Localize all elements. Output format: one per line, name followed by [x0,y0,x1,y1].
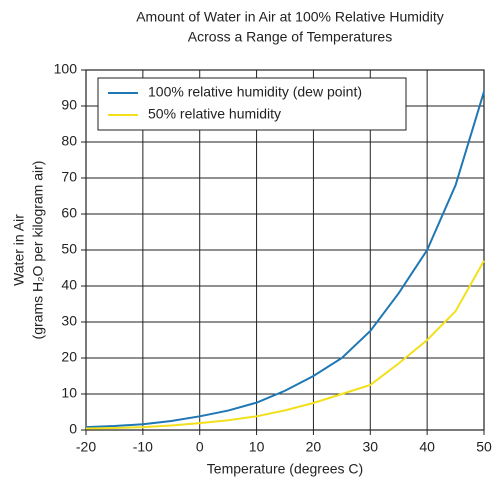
y-tick-label: 60 [61,205,77,221]
chart-title: Amount of Water in Air at 100% Relative … [136,9,444,25]
y-axis-label: Water in Air [11,214,27,286]
y-tick-label: 20 [61,349,77,365]
x-tick-label: 30 [362,439,378,455]
x-tick-label: 20 [306,439,322,455]
y-tick-label: 80 [61,133,77,149]
x-tick-label: -20 [76,439,96,455]
legend-label: 50% relative humidity [148,106,281,122]
y-tick-label: 90 [61,97,77,113]
y-tick-label: 50 [61,241,77,257]
chart-title: Across a Range of Temperatures [188,29,392,45]
x-tick-label: 10 [249,439,265,455]
data-line [85,260,485,430]
x-tick-label: 50 [476,439,492,455]
y-axis-label: (grams H₂O per kilogram air) [30,161,46,340]
x-tick-label: -10 [133,439,153,455]
legend-label: 100% relative humidity (dew point) [148,84,362,100]
y-tick-label: 70 [61,169,77,185]
x-tick-label: 0 [196,439,204,455]
y-tick-label: 0 [69,421,77,437]
y-tick-label: 30 [61,313,77,329]
x-tick-label: 40 [419,439,435,455]
y-tick-label: 100 [54,61,78,77]
legend-box [97,77,407,131]
plot-frame [85,69,485,431]
data-line [85,91,485,429]
y-tick-label: 40 [61,277,77,293]
y-tick-label: 10 [61,385,77,401]
x-axis-label: Temperature (degrees C) [207,461,363,477]
